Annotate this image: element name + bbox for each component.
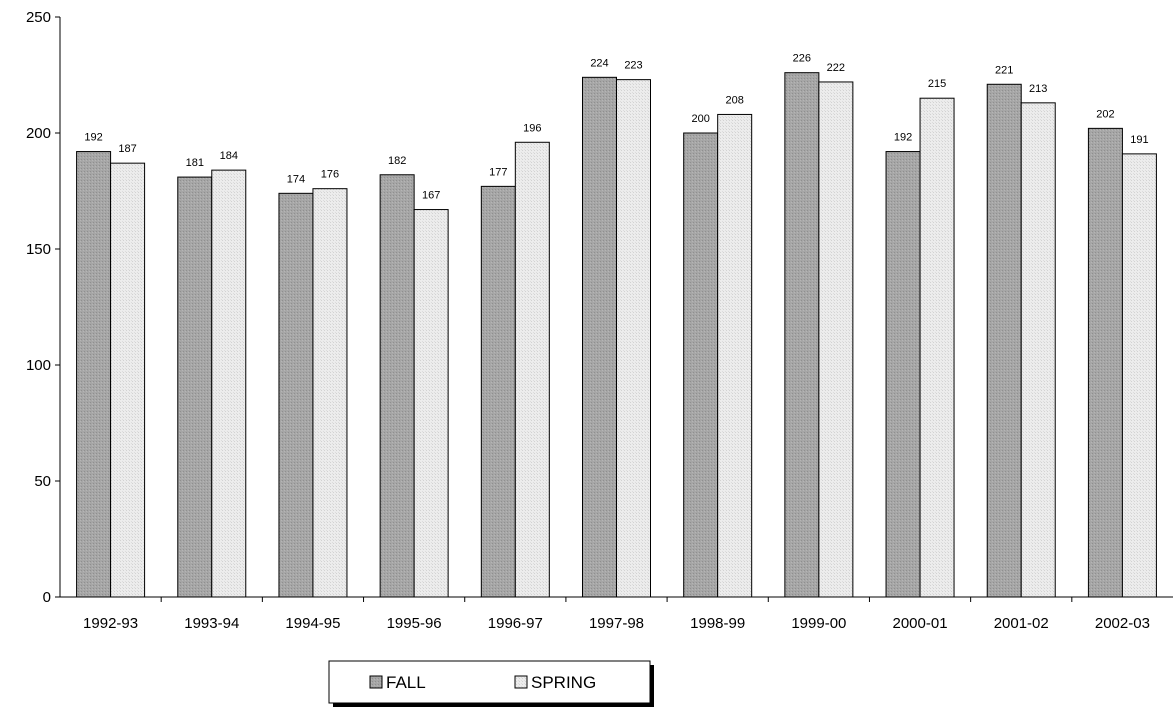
data-label: 192: [84, 132, 102, 144]
bar-spring: [717, 113, 753, 598]
x-tick-label: 2002-03: [1095, 615, 1150, 632]
data-label: 221: [995, 64, 1013, 76]
data-label: 208: [726, 94, 744, 106]
data-label: 224: [590, 57, 608, 69]
y-tick-label: 0: [43, 589, 51, 606]
data-label: 196: [523, 122, 541, 134]
bar-spring: [1020, 102, 1056, 598]
bar-fall: [885, 151, 921, 598]
y-axis: 0 50 100 150 200 250: [26, 9, 61, 606]
bar-spring: [514, 141, 550, 598]
bar-spring: [211, 169, 247, 598]
bar-spring: [413, 209, 449, 598]
x-tick-label: 2001-02: [994, 615, 1049, 632]
data-label: 223: [624, 60, 642, 72]
x-tick-label: 2000-01: [893, 615, 948, 632]
bar-fall: [177, 176, 213, 598]
data-label: 176: [321, 169, 339, 181]
x-tick-label: 1996-97: [488, 615, 543, 632]
x-tick-label: 1993-94: [184, 615, 239, 632]
x-axis: 1992-93 1993-94 1994-95 1995-96 1996-97 1997-…: [60, 596, 1173, 632]
bar-spring: [818, 81, 854, 598]
bar-fall: [1087, 127, 1123, 598]
bar-fall: [784, 72, 820, 598]
y-tick-label: 100: [26, 357, 51, 374]
data-label: 192: [894, 132, 912, 144]
bar-spring: [312, 188, 348, 598]
data-label: 184: [220, 150, 238, 162]
y-tick-label: 200: [26, 125, 51, 142]
bar-fall: [986, 83, 1022, 598]
legend-label-fall: FALL: [386, 673, 426, 692]
bar-spring: [616, 79, 651, 598]
bar-fall: [76, 151, 112, 598]
data-label: 202: [1096, 108, 1114, 120]
x-tick-label: 1992-93: [83, 615, 138, 632]
bar-fall: [379, 174, 415, 598]
bar-spring: [1121, 153, 1157, 598]
data-label: 226: [793, 53, 811, 65]
x-tick-label: 1998-99: [690, 615, 745, 632]
data-label: 177: [489, 166, 507, 178]
bar-fall: [480, 185, 516, 598]
data-label: 215: [928, 78, 946, 90]
data-label: 182: [388, 155, 406, 167]
bar-fall: [582, 76, 617, 598]
bar-spring: [110, 162, 146, 598]
data-label: 222: [827, 62, 845, 74]
bar-spring: [919, 97, 955, 598]
bar-fall: [683, 132, 719, 598]
x-tick-label: 1994-95: [285, 615, 340, 632]
x-tick-label: 1995-96: [387, 615, 442, 632]
bars: [76, 72, 1157, 598]
data-label: 181: [186, 157, 204, 169]
data-labels: 192 187 181 184 174 176 182 167 177 196 224 223 200 2…: [84, 53, 1148, 202]
x-tick-label: 1999-00: [791, 615, 846, 632]
legend-swatch-fall: [369, 675, 383, 689]
legend-label-spring: SPRING: [531, 673, 596, 692]
bar-fall: [278, 192, 314, 598]
data-label: 174: [287, 173, 305, 185]
data-label: 200: [692, 113, 710, 125]
data-label: 191: [1130, 134, 1148, 146]
legend: FALL SPRING: [328, 660, 654, 707]
x-tick-label: 1997-98: [589, 615, 644, 632]
data-label: 213: [1029, 83, 1047, 95]
data-label: 187: [118, 143, 136, 155]
legend-swatch-spring: [514, 675, 528, 689]
y-tick-label: 250: [26, 9, 51, 26]
y-tick-label: 50: [34, 473, 51, 490]
y-tick-label: 150: [26, 241, 51, 258]
data-label: 167: [422, 190, 440, 202]
